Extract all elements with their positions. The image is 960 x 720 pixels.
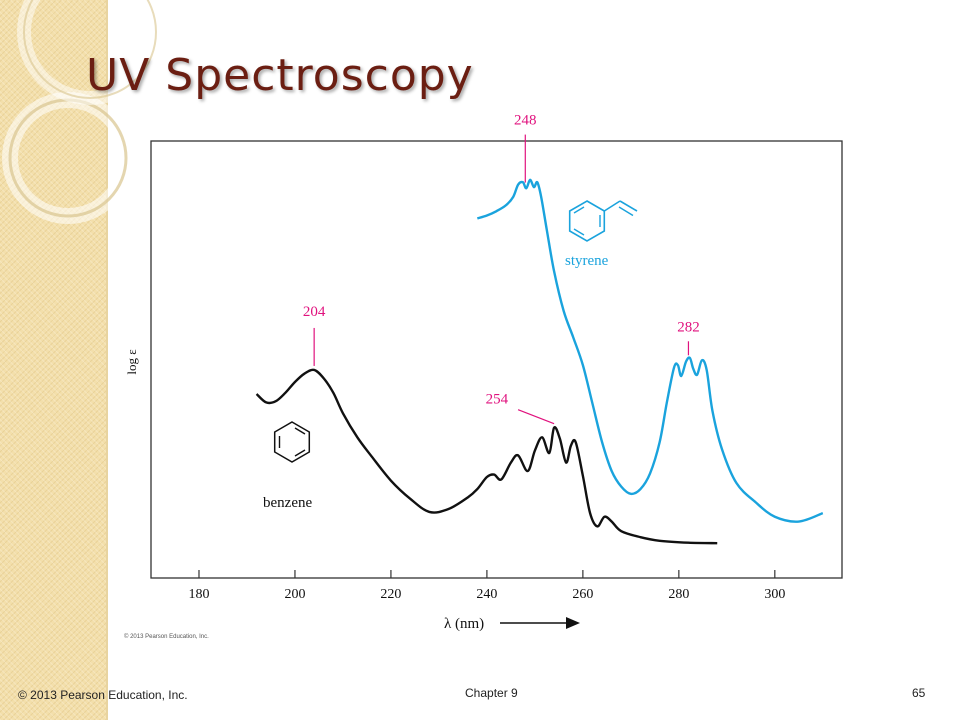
decorative-rings (2, 0, 160, 224)
peak-leader-254 (517, 409, 555, 425)
x-tick-label-180: 180 (188, 587, 209, 602)
x-axis-label: λ (nm) (444, 616, 484, 632)
plot-frame (150, 140, 843, 579)
x-axis: 180 200 220 240 260 280 300 (188, 570, 785, 602)
x-axis-arrow (500, 617, 580, 629)
footer-chapter: Chapter 9 (465, 686, 518, 700)
y-axis-label: log ε (124, 349, 139, 375)
x-tick-label-220: 220 (380, 587, 401, 602)
page-number: 65 (912, 686, 926, 700)
x-tick-label-280: 280 (668, 587, 689, 602)
x-tick-label-200: 200 (284, 587, 305, 602)
peak-label-204: 204 (303, 304, 326, 320)
x-tick-label-260: 260 (572, 587, 593, 602)
styrene-series-line (476, 178, 824, 523)
peak-label-254: 254 (486, 392, 509, 408)
peak-label-248: 248 (514, 113, 537, 129)
footer-copyright: © 2013 Pearson Education, Inc. (18, 688, 188, 702)
benzene-series-line (255, 368, 718, 545)
x-tick-label-240: 240 (476, 587, 497, 602)
figure-credit: © 2013 Pearson Education, Inc. (124, 634, 209, 640)
peak-label-282: 282 (677, 319, 700, 335)
styrene-label: styrene (565, 253, 609, 269)
page-title: UV Spectroscopy (86, 50, 474, 101)
benzene-label: benzene (263, 495, 312, 511)
styrene-structure-icon (568, 200, 638, 242)
x-tick-label-300: 300 (764, 587, 785, 602)
benzene-structure-icon (273, 421, 311, 463)
